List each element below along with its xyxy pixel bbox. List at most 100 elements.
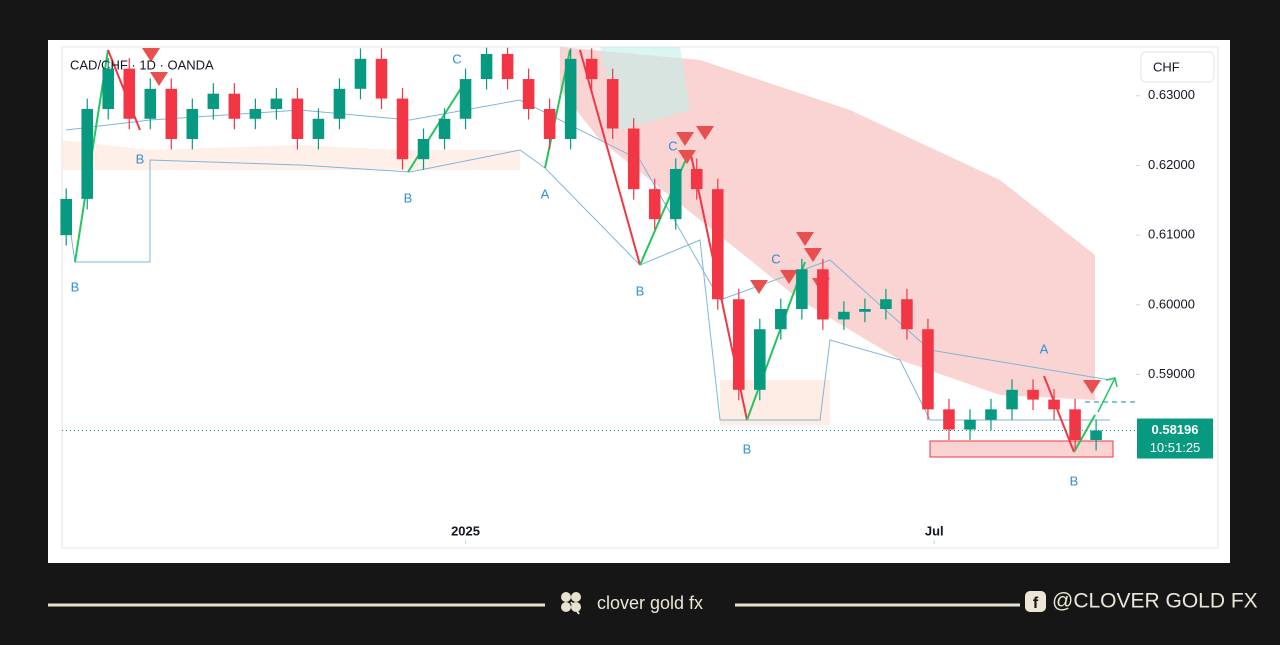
wave-label: B <box>1070 473 1079 488</box>
wave-label: B <box>743 441 752 456</box>
candle-body <box>291 98 304 139</box>
wave-label: B <box>404 190 413 205</box>
wave-label: A <box>1040 341 1049 356</box>
candle-body <box>901 299 913 330</box>
candle-body <box>354 58 367 89</box>
candle-body <box>312 118 325 139</box>
candle-body <box>186 109 199 139</box>
clover-icon <box>561 592 581 615</box>
wave-line <box>579 49 641 266</box>
candle-body <box>1027 389 1039 400</box>
sell-triangle <box>150 72 168 86</box>
wave-label: C <box>452 51 461 66</box>
candle-body <box>207 93 220 110</box>
sell-triangle <box>678 150 696 164</box>
y-tick-label: 0.59000 <box>1148 366 1195 381</box>
sell-triangle <box>804 248 822 262</box>
candle-body <box>859 308 871 312</box>
candle-body <box>60 198 72 236</box>
countdown-label: 10:51:25 <box>1150 440 1201 455</box>
wave-label: A <box>541 186 550 201</box>
x-tick-label: 2025 <box>451 523 480 538</box>
candle-body <box>501 53 514 80</box>
x-tick-label: Jul <box>925 523 944 538</box>
candle-body <box>775 308 787 330</box>
sell-triangle <box>796 232 814 246</box>
candle-body <box>1048 399 1060 410</box>
cloud-band <box>600 47 690 130</box>
footer-brand: clover gold fx <box>597 593 703 613</box>
sell-triangle <box>780 270 798 284</box>
envelope-line <box>65 99 1111 381</box>
candle-body <box>1006 389 1018 410</box>
candle-body <box>964 419 976 430</box>
wave-line <box>1043 375 1075 453</box>
last-price-label: 0.58196 <box>1152 422 1199 437</box>
wave-line <box>407 81 466 173</box>
candle-body <box>817 269 829 320</box>
sell-triangle <box>676 132 694 146</box>
facebook-icon <box>1025 591 1046 612</box>
wave-line <box>639 149 691 266</box>
y-tick-label: 0.60000 <box>1148 296 1195 311</box>
candle-body <box>333 88 346 119</box>
candle-body <box>396 98 409 160</box>
wave-label: B <box>636 283 645 298</box>
footer-handle: @CLOVER GOLD FX <box>1052 590 1258 613</box>
currency-label: CHF <box>1153 59 1180 74</box>
currency-box[interactable] <box>1140 51 1215 83</box>
candle-body <box>81 109 94 199</box>
candle-body <box>375 58 388 99</box>
y-tick-label: 0.61000 <box>1148 227 1195 242</box>
candle-body <box>690 168 703 190</box>
candle-body <box>165 88 178 139</box>
candle-body <box>838 311 850 320</box>
support-box <box>929 440 1114 458</box>
candle-body <box>711 189 724 300</box>
cloud-band <box>720 380 830 425</box>
last-price-tag <box>1137 418 1213 459</box>
y-tick-label: 0.63000 <box>1148 87 1195 102</box>
wave-line <box>1073 414 1096 453</box>
candle-body <box>922 329 934 410</box>
cloud-band <box>62 140 520 170</box>
wave-label: B <box>136 151 145 166</box>
candle-body <box>543 109 556 139</box>
candle-body <box>796 269 808 309</box>
projection-arrow <box>1105 377 1118 388</box>
candle-body <box>102 68 115 110</box>
sell-triangle <box>696 126 714 140</box>
candle-body <box>144 88 157 119</box>
candle-body <box>943 409 955 430</box>
chart-title: CAD/CHF · 1D · OANDA <box>70 57 214 72</box>
candle-body <box>270 98 283 110</box>
chart: 0.59000 0.60000 0.61000 0.62000 0.63000 2025 J… <box>60 47 1213 544</box>
candle-body <box>985 409 997 420</box>
projection-arrow <box>1097 377 1116 413</box>
sell-triangle <box>1083 380 1101 394</box>
candle-body <box>669 168 682 220</box>
candle-body <box>733 299 745 390</box>
candle-body <box>123 68 136 119</box>
candle-body <box>648 189 661 220</box>
candle-body <box>249 109 262 119</box>
candle-body <box>564 58 577 139</box>
candle-body <box>438 118 451 139</box>
candle-body <box>880 299 892 309</box>
sell-triangle <box>142 48 160 62</box>
wave-label: C <box>668 138 677 153</box>
candle-body <box>754 329 766 390</box>
candle-body <box>1090 430 1102 440</box>
wave-line <box>746 261 806 421</box>
candle-body <box>417 138 430 160</box>
facebook-glyph: f <box>1033 595 1039 612</box>
wave-label: B <box>71 279 80 294</box>
candle-body <box>1069 409 1081 440</box>
envelope-line <box>65 149 1110 421</box>
wave-label: C <box>771 251 780 266</box>
candle-body <box>627 128 640 190</box>
candle-body <box>522 79 535 110</box>
candle-body <box>606 79 619 129</box>
candle-body <box>585 58 598 80</box>
